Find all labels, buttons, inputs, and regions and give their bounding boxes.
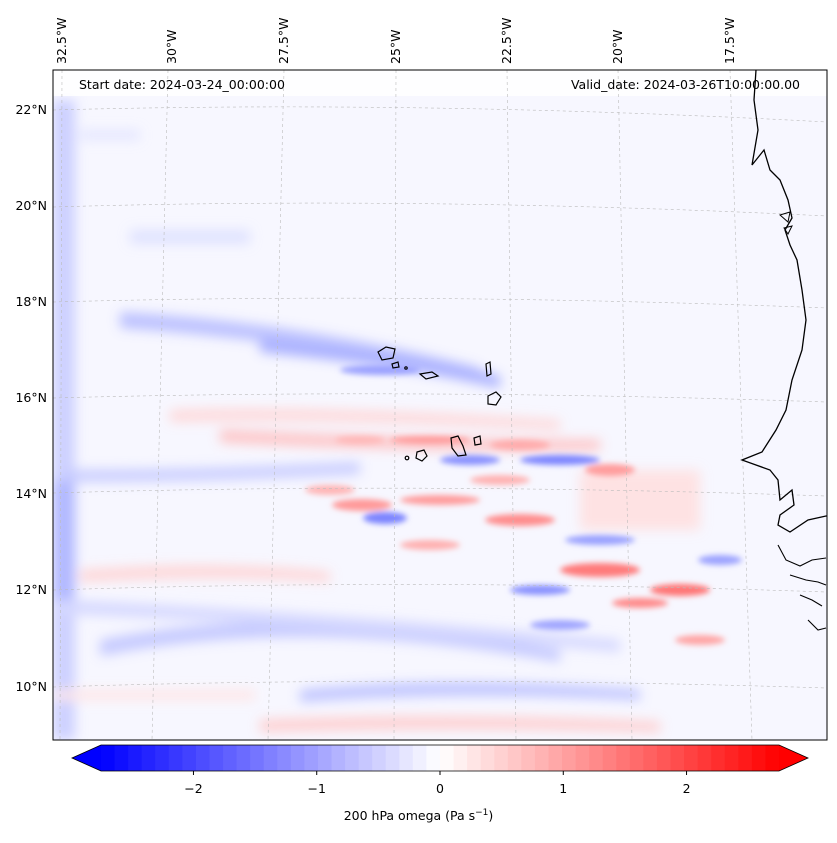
colorbar-segment	[128, 745, 143, 771]
colorbar-segment	[168, 745, 183, 771]
colorbar-segment	[602, 745, 617, 771]
colorbar-segment	[670, 745, 685, 771]
colorbar-segment	[643, 745, 658, 771]
colorbar-segment	[331, 745, 346, 771]
lat-tick-label: 16°N	[15, 390, 47, 405]
colorbar-segment	[440, 745, 455, 771]
colorbar-segment	[155, 745, 170, 771]
colorbar-segment	[616, 745, 631, 771]
colorbar-segment	[548, 745, 563, 771]
colorbar-tick-label: 1	[559, 781, 567, 796]
colorbar-segment	[738, 745, 753, 771]
colorbar-segment	[290, 745, 305, 771]
gridlines	[53, 70, 827, 740]
colorbar-segment	[765, 745, 780, 771]
lon-tick-label: 20°W	[610, 29, 625, 64]
colorbar-segment	[656, 745, 672, 771]
colorbar-segment	[114, 745, 129, 771]
colorbar-segment	[195, 745, 211, 771]
colorbar-segment	[697, 745, 712, 771]
colorbar-label-end: )	[488, 808, 494, 824]
colorbar-segment	[277, 745, 292, 771]
colorbar: −2 −1 0 1 2	[71, 744, 809, 796]
colorbar-segment	[575, 745, 590, 771]
lat-tick-label: 22°N	[15, 102, 47, 117]
colorbar-segment	[629, 745, 644, 771]
lon-tick-label: 32.5°W	[54, 18, 69, 64]
colorbar-segment	[521, 745, 536, 771]
lon-tick-label: 22.5°W	[499, 18, 514, 64]
colorbar-segment	[236, 745, 251, 771]
colorbar-segment	[141, 745, 156, 771]
valid-date-label: Valid_date: 2024-03-26T10:00:00.00	[570, 77, 800, 92]
lat-tick-label: 18°N	[15, 294, 47, 309]
colorbar-segment	[480, 745, 495, 771]
colorbar-segment	[223, 745, 238, 771]
colorbar-extend-min	[72, 745, 101, 771]
colorbar-segment	[724, 745, 739, 771]
cape-verde-islands	[377, 346, 502, 462]
start-date-label: Start date: 2024-03-24_00:00:00	[79, 77, 285, 92]
colorbar-segment	[494, 745, 509, 771]
colorbar-segment	[562, 745, 577, 771]
colorbar-segment	[507, 745, 522, 771]
colorbar-tick-label: −2	[184, 781, 202, 796]
colorbar-segment	[426, 745, 441, 771]
lat-tick-label: 14°N	[15, 486, 47, 501]
colorbar-label: 200 hPa omega (Pa s−1)	[0, 808, 837, 823]
lat-tick-label: 20°N	[15, 198, 47, 213]
colorbar-segment	[467, 745, 482, 771]
colorbar-segment	[534, 745, 550, 771]
colorbar-segment	[589, 745, 604, 771]
colorbar-segment	[399, 745, 414, 771]
colorbar-segment	[372, 745, 387, 771]
colorbar-segment	[358, 745, 373, 771]
colorbar-segment	[263, 745, 278, 771]
map-frame	[52, 69, 828, 741]
colorbar-tick-label: −1	[308, 781, 326, 796]
coastline	[740, 70, 827, 631]
colorbar-segment	[345, 745, 360, 771]
lat-tick-label: 12°N	[15, 582, 47, 597]
colorbar-segment	[317, 745, 333, 771]
lat-tick-label: 10°N	[15, 679, 47, 694]
lon-tick-label: 25°W	[388, 29, 403, 64]
colorbar-segment	[209, 745, 224, 771]
colorbar-segment	[101, 745, 116, 771]
colorbar-tick-label: 2	[683, 781, 691, 796]
lon-tick-label: 30°W	[164, 29, 179, 64]
omega-field	[53, 100, 742, 740]
colorbar-label-sup: −1	[475, 808, 489, 818]
lon-tick-label: 27.5°W	[276, 18, 291, 64]
header-band	[53, 70, 827, 96]
colorbar-extend-max	[779, 745, 808, 771]
colorbar-segment	[684, 745, 699, 771]
colorbar-segment	[751, 745, 767, 771]
colorbar-segment	[304, 745, 319, 771]
colorbar-segment	[250, 745, 265, 771]
colorbar-segment	[412, 745, 428, 771]
colorbar-segment	[182, 745, 197, 771]
lon-tick-label: 17.5°W	[722, 18, 737, 64]
colorbar-label-main: 200 hPa omega (Pa s	[343, 808, 476, 824]
colorbar-segment	[385, 745, 400, 771]
colorbar-segment	[711, 745, 726, 771]
colorbar-tick-label: 0	[436, 781, 444, 796]
colorbar-segment	[453, 745, 468, 771]
